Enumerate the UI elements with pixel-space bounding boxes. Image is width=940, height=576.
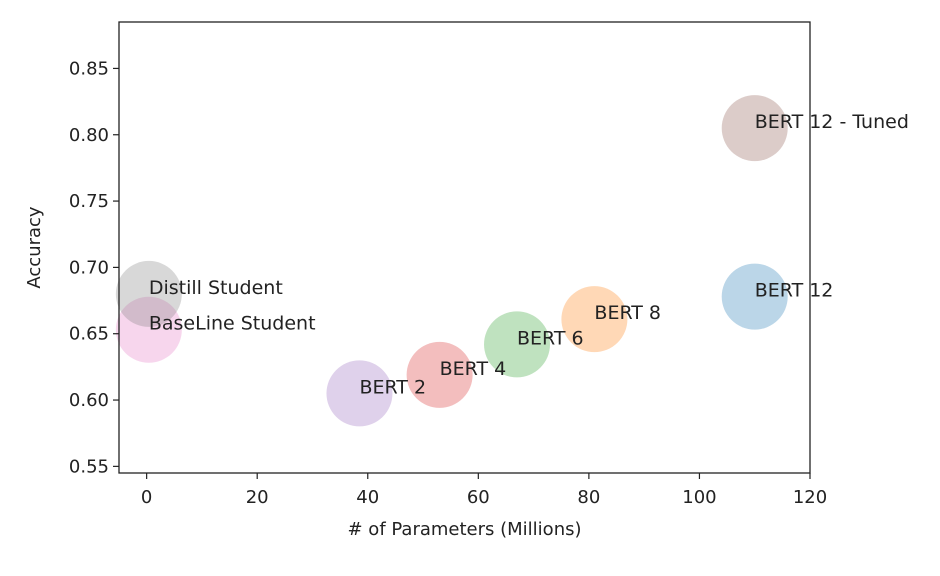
- point-bert-6: [484, 311, 551, 378]
- x-tick-label: 40: [356, 487, 379, 508]
- x-tick-label: 20: [246, 487, 269, 508]
- point-distill-student: [115, 260, 182, 327]
- point-labels-layer: BERT 12 BERT 8 BERT 6 BERT 4 BERT 2 BERT 12 -…: [149, 111, 909, 398]
- point-label-bert-2: BERT 2: [359, 376, 426, 398]
- point-bert-8: [561, 286, 628, 353]
- x-tick-label: 100: [682, 487, 716, 508]
- x-tick-label: 80: [577, 487, 600, 508]
- point-label-distill-student: Distill Student: [149, 277, 283, 299]
- x-axis-title: # of Parameters (Millions): [348, 519, 582, 540]
- x-tick-label: 0: [141, 487, 152, 508]
- y-tick-label: 0.65: [69, 324, 109, 345]
- points-layer: [115, 95, 788, 427]
- x-tick-label: 120: [793, 487, 827, 508]
- y-axis: 0.55 0.60 0.65 0.70 0.75 0.80 0.85: [69, 58, 119, 477]
- y-tick-label: 0.55: [69, 456, 109, 477]
- point-label-bert-8: BERT 8: [594, 302, 661, 324]
- point-baseline-student: [115, 296, 182, 363]
- y-tick-label: 0.60: [69, 390, 109, 411]
- point-bert-12-tuned: [721, 95, 788, 162]
- point-label-bert-4: BERT 4: [440, 358, 507, 380]
- y-axis-title: Accuracy: [24, 206, 45, 289]
- point-label-baseline-student: BaseLine Student: [149, 313, 316, 335]
- point-bert-2: [326, 360, 393, 427]
- y-tick-label: 0.70: [69, 257, 109, 278]
- y-tick-label: 0.80: [69, 125, 109, 146]
- x-axis: 0 20 40 60 80 100 120: [141, 473, 827, 508]
- point-label-bert-12-tuned: BERT 12 - Tuned: [755, 111, 909, 133]
- point-label-bert-12: BERT 12: [755, 280, 834, 302]
- point-label-bert-6: BERT 6: [517, 327, 584, 349]
- plot-frame: [118, 21, 811, 474]
- x-tick-label: 60: [467, 487, 490, 508]
- point-bert-12: [721, 263, 788, 330]
- point-bert-4: [406, 341, 473, 408]
- y-tick-label: 0.75: [69, 191, 109, 212]
- y-tick-label: 0.85: [69, 58, 109, 79]
